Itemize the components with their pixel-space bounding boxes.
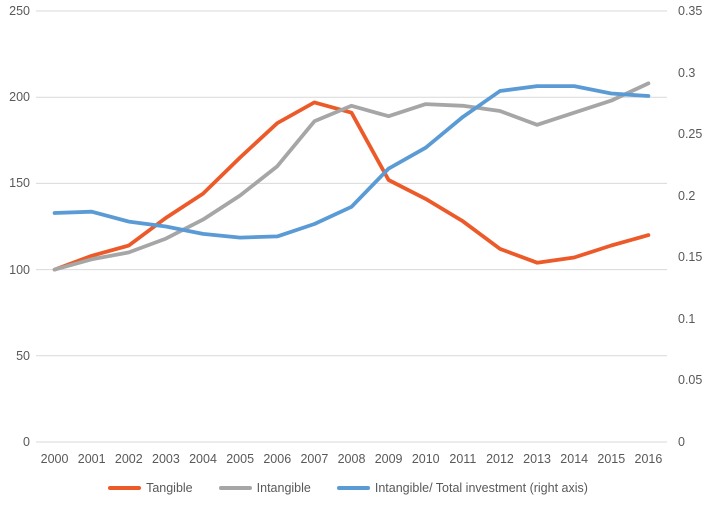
x-axis-year-label: 2001 [77, 452, 106, 466]
legend-line-swatch-icon [336, 486, 370, 490]
y-axis-right-tick-label: 0.05 [678, 373, 703, 388]
x-axis-year-label: 2005 [226, 452, 255, 466]
x-axis-year-label: 2008 [337, 452, 366, 466]
legend-label: Tangible [146, 481, 193, 495]
series-line-intangible [52, 81, 651, 272]
y-axis-right-tick-label: 0.15 [678, 250, 703, 265]
series-line-tangible [52, 100, 651, 272]
y-axis-right-tick-label: 0.3 [678, 65, 696, 80]
x-axis-year-label: 2010 [411, 452, 440, 466]
legend-line-swatch-icon [108, 486, 142, 490]
x-axis-year-label: 2012 [486, 452, 514, 466]
x-axis-year-label: 2003 [152, 452, 180, 466]
x-axis-year-label: 2015 [597, 452, 626, 466]
x-axis-year-label: 2009 [374, 452, 403, 466]
y-axis-left-tick-label: 50 [16, 348, 30, 363]
legend-label: Intangible/ Total investment (right axis… [374, 481, 588, 495]
series-line-intangible-total-investment-right-axis [52, 84, 651, 240]
x-axis-year-label: 2014 [560, 452, 589, 466]
y-axis-right-tick-label: 0 [678, 435, 685, 449]
x-axis-year-label: 2004 [189, 452, 217, 466]
y-axis-left-tick-label: 200 [9, 90, 30, 105]
y-axis-left-tick-label: 150 [9, 176, 30, 191]
x-axis-year-label: 2016 [634, 452, 663, 466]
x-axis-year-label: 2011 [449, 452, 477, 466]
x-axis-year-label: 2000 [40, 452, 69, 466]
y-axis-right-tick-label: 0.2 [678, 188, 696, 203]
legend-line-swatch-icon [218, 486, 252, 490]
x-axis-year-label: 2006 [263, 452, 292, 466]
x-axis-year-label: 2002 [114, 452, 143, 466]
legend-item-intangible-total-investment-right-axis: Intangible/ Total investment (right axis… [336, 481, 588, 495]
legend: Tangible Intangible Intangible/ Total inve… [0, 481, 696, 495]
y-axis-left-tick-label: 0 [23, 435, 30, 449]
legend-label: Intangible [256, 481, 311, 495]
legend-item-intangible: Intangible [218, 481, 311, 495]
x-axis-year-label: 2013 [523, 452, 551, 466]
y-axis-right-tick-label: 0.35 [678, 4, 703, 18]
x-axis-year-label: 2007 [300, 452, 329, 466]
y-axis-left-tick-label: 250 [9, 4, 30, 18]
y-axis-left-tick-label: 100 [9, 262, 30, 277]
legend-item-tangible: Tangible [108, 481, 193, 495]
y-axis-right-tick-label: 0.25 [678, 127, 703, 142]
y-axis-right-tick-label: 0.1 [678, 311, 696, 326]
